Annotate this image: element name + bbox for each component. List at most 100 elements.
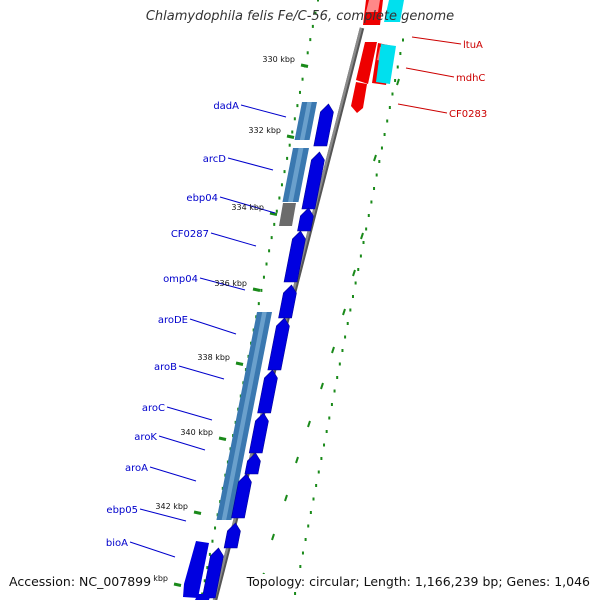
tick-mark [218,436,227,441]
label-leader [178,365,225,380]
label-leader [411,36,462,45]
gc-dot-right [370,200,373,204]
gc-dot-right [396,65,399,69]
gc-dot-right [299,565,302,568]
gene-label: aroB [154,362,177,373]
accession-text: Accession: NC_007899 [7,574,154,589]
skew-dash [307,420,311,428]
gene-arrow [231,473,252,519]
label-leader [129,541,176,558]
gc-dot-left [309,38,312,42]
gene-label: CF0287 [171,229,209,240]
gc-dot-left [301,77,304,81]
gene-label: arcD [203,154,227,165]
tick-label: 336 kbp [214,279,247,288]
gc-dot-left [208,552,211,556]
label-leader [210,232,257,247]
gc-dot-right [328,416,331,420]
blast-hit-shine [288,148,304,202]
label-leader [158,435,206,451]
gene-arrow [301,151,325,210]
skew-dash [342,308,346,316]
gc-dot-right [357,268,360,271]
gene-label: dadA [213,101,239,112]
gc-dot-right [362,241,365,244]
gc-dot-right [336,376,339,379]
gene-arrow [244,452,261,475]
skew-dash [295,456,299,464]
gene-label: ltuA [463,40,483,51]
gc-dot-left [260,288,263,292]
tick-mark [235,361,244,366]
gc-dot-left [311,24,314,28]
gc-dot-left [298,90,301,94]
gc-dot-right [294,592,297,595]
label-leader [199,277,246,291]
gene-reverse [195,594,211,600]
gene-label: ebp04 [186,193,218,204]
gc-dot-left [275,209,278,213]
blast-hit-gray [279,203,296,226]
gc-dot-right [383,133,386,136]
label-leader [166,406,213,421]
gc-dot-right [346,322,349,325]
gene-red [356,42,377,84]
gc-dot-left [286,156,289,160]
gene-label: omp04 [163,274,198,285]
label-leader [149,466,197,482]
tick-label: 334 kbp [231,203,264,212]
skew-dash [284,494,288,502]
gc-dot-right [367,214,370,217]
tick-label: 342 kbp [155,502,188,511]
skew-dash [320,382,324,390]
skew-dash [373,154,377,162]
tick-label: kbp [153,574,168,583]
gc-dot-right [315,484,318,487]
gene-arrow [223,522,241,549]
gc-dot-right [301,551,304,555]
gc-dot-left [288,143,291,147]
gc-dot-right [323,443,326,447]
gc-dot-left [317,0,319,2]
gc-dot-right [344,335,347,339]
tick-label: 332 kbp [248,126,281,135]
gc-dot-left [306,51,309,55]
tick-mark [252,287,261,292]
gc-dot-right [320,457,323,460]
gene-arrow [257,369,278,414]
gc-dot-right [380,146,383,150]
tick-mark [193,510,202,515]
gene-arrow [201,547,224,599]
gene-label: aroA [125,463,148,474]
tick-label: 330 kbp [262,55,295,64]
gc-dot-left [283,170,286,174]
gc-dot-left [314,11,317,15]
blast-hit-shine [299,102,312,140]
gc-dot-right [391,92,394,96]
tick-mark [269,211,278,216]
map-title: Chlamydophila felis Fe/C-56, complete ge… [145,9,455,24]
gc-dot-right [317,470,320,474]
gc-dot-right [394,79,397,82]
skew-dash [396,78,400,86]
gene-arrow [283,230,306,283]
blast-hit-shine [221,312,267,520]
genome-summary-text: Topology: circular; Length: 1,166,239 bp… [244,574,592,589]
gc-dot-left [270,236,273,240]
gc-dot-right [341,349,344,352]
gc-dot-right [375,173,378,177]
gc-dot-right [386,119,389,123]
gc-dot-left [273,222,276,226]
gc-dot-right [325,430,328,433]
tick-label: 338 kbp [197,353,230,362]
gene-arrow [278,284,297,319]
gc-dot-right [388,106,391,109]
gc-dot-left [262,275,265,279]
label-leader [240,104,287,118]
label-leader [227,157,274,171]
gene-label: mdhC [456,73,485,84]
labels: 330 kbp 332 kbp 334 kbp 336 kbp 338 kbp 340 k… [106,40,487,583]
gene-arrow [267,317,290,371]
gene-label: bioA [106,538,128,549]
